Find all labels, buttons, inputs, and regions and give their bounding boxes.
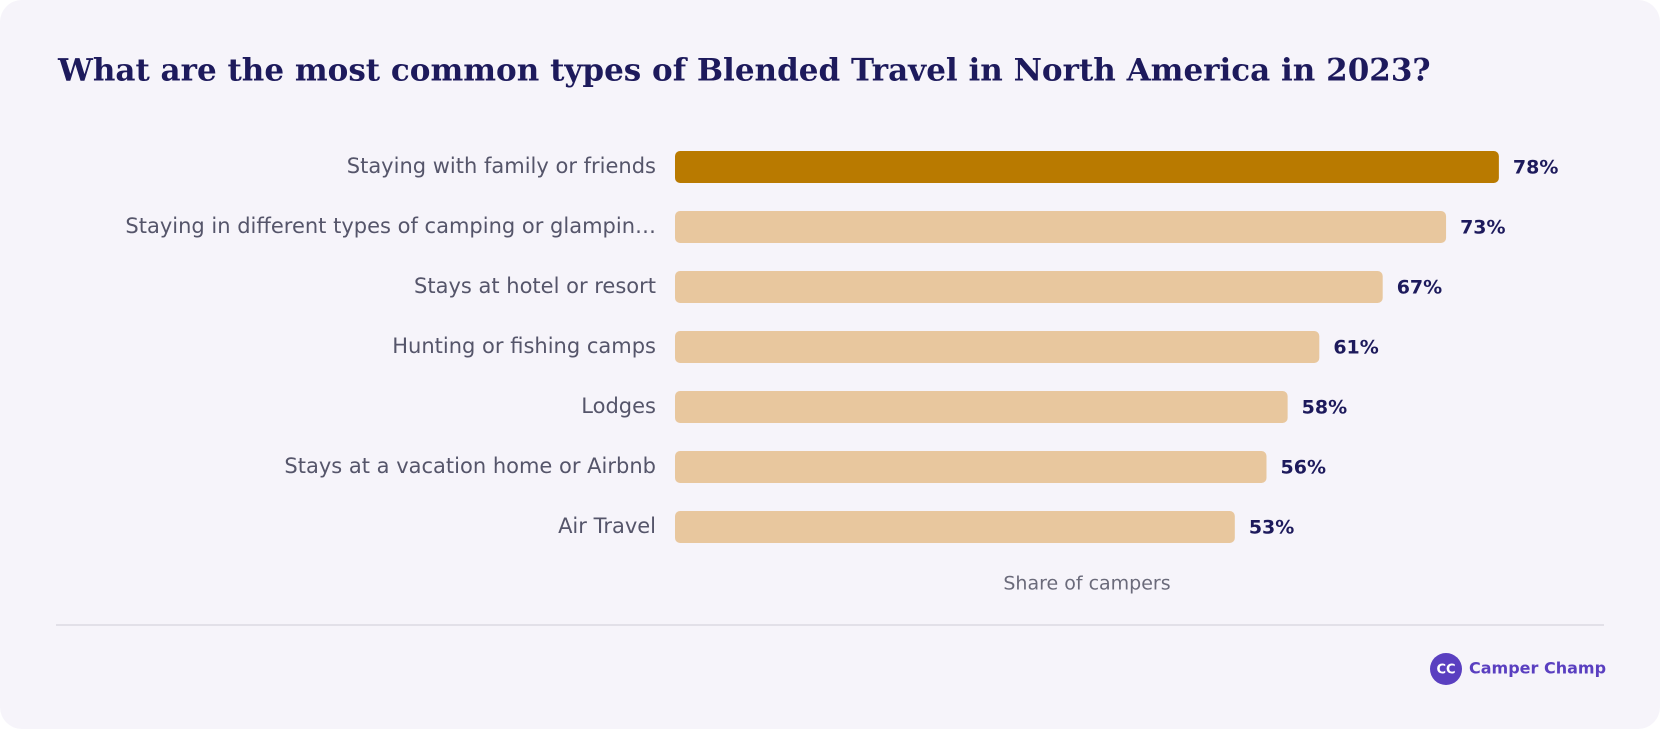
- bar: [675, 391, 1288, 423]
- bar: [675, 271, 1383, 303]
- brand-name: Camper Champ: [1469, 659, 1606, 678]
- logo-text: CC: [1436, 663, 1455, 678]
- category-label: Hunting or fishing camps: [392, 334, 656, 358]
- value-label: 56%: [1281, 457, 1326, 479]
- category-label: Staying with family or friends: [347, 154, 656, 178]
- category-label: Staying in different types of camping or…: [125, 214, 656, 238]
- value-label: 78%: [1513, 157, 1558, 179]
- logo-circle: [1430, 653, 1462, 685]
- x-axis-label: Share of campers: [1003, 573, 1170, 595]
- chart-title: What are the most common types of Blende…: [57, 53, 1431, 89]
- category-label: Lodges: [581, 394, 656, 418]
- brand-logo: CC Camper Champ: [1430, 653, 1606, 685]
- category-label: Stays at hotel or resort: [414, 274, 656, 298]
- bar: [675, 211, 1447, 243]
- value-label: 67%: [1397, 277, 1442, 299]
- bar: [675, 451, 1267, 483]
- category-label: Stays at a vacation home or Airbnb: [284, 454, 656, 478]
- bar: [675, 331, 1320, 363]
- value-label: 73%: [1460, 217, 1505, 239]
- value-label: 61%: [1333, 337, 1378, 359]
- category-label: Air Travel: [558, 514, 656, 538]
- value-label: 58%: [1302, 397, 1347, 419]
- bar: [675, 151, 1499, 183]
- bar: [675, 511, 1235, 543]
- value-label: 53%: [1249, 517, 1294, 539]
